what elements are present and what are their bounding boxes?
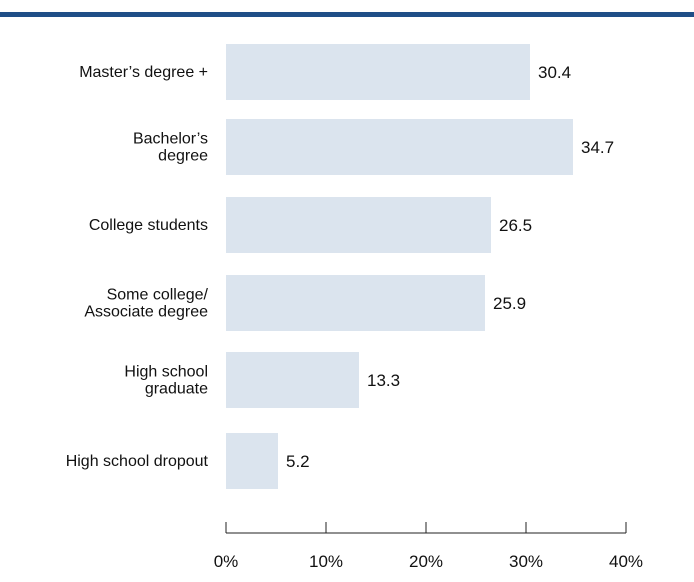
x-tick-label: 0%	[214, 552, 239, 571]
bar	[226, 119, 573, 175]
category-label: Bachelor’s degree	[133, 131, 208, 165]
data-label: 34.7	[581, 138, 614, 157]
category-label: Some college/Associate degree	[84, 287, 208, 321]
bar	[226, 352, 359, 408]
header-rule	[0, 12, 694, 17]
data-label: 30.4	[538, 63, 571, 82]
data-label: 25.9	[493, 294, 526, 313]
data-label: 13.3	[367, 371, 400, 390]
bar	[226, 197, 491, 253]
bar	[226, 275, 485, 331]
data-label: 5.2	[286, 452, 310, 471]
x-tick-label: 20%	[409, 552, 443, 571]
category-label: High school dropout	[66, 453, 209, 470]
category-label: High school graduate	[124, 364, 208, 398]
x-tick-label: 30%	[509, 552, 543, 571]
category-label: Master’s degree +	[79, 64, 208, 81]
category-label: College students	[89, 217, 208, 234]
x-tick-label: 10%	[309, 552, 343, 571]
bar	[226, 433, 278, 489]
bar	[226, 44, 530, 100]
x-tick-label: 40%	[609, 552, 643, 571]
data-label: 26.5	[499, 216, 532, 235]
